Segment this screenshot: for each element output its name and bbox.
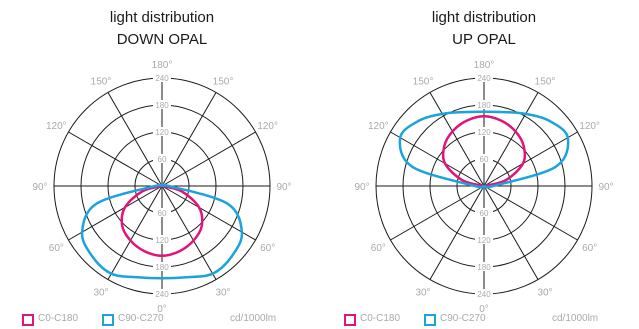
legend-swatch-c90-c270 <box>102 314 114 326</box>
polar-plot: 60 60 120 120 180 180 240 240 180° 150° 150° 120° 12… <box>354 60 613 315</box>
grid-spoke <box>161 131 256 187</box>
tick-label-bg <box>475 235 493 244</box>
angle-label: 150° <box>413 76 434 87</box>
radial-tick-label: 60 <box>158 155 167 164</box>
chart-legend: C0-C180 C90-C270 cd/1000lm <box>334 313 634 327</box>
chart-title: light distribution <box>431 9 537 26</box>
legend-unit: cd/1000lm <box>230 313 277 324</box>
tick-label-bg <box>153 73 171 82</box>
tick-label-bg <box>153 235 171 244</box>
polar-plot: 60 60 120 120 180 180 240 240 180° 150° 150° 120° 12… <box>32 60 291 315</box>
tick-label-bg <box>475 73 493 82</box>
radial-tick-label: 60 <box>158 209 167 218</box>
grid-spoke <box>390 185 485 241</box>
series-line-c0-c180 <box>441 115 527 188</box>
grid-spoke <box>161 185 256 241</box>
angle-label: 30° <box>537 288 552 299</box>
legend-label-c90-c270: C90-C270 <box>440 313 486 324</box>
grid-spoke <box>483 185 578 241</box>
angle-label: 90° <box>276 182 291 193</box>
radial-tick-label: 240 <box>155 290 169 299</box>
radial-tick-label: 240 <box>477 74 491 83</box>
angle-label: 0° <box>479 304 489 315</box>
grid-spoke <box>483 131 578 187</box>
grid-spoke <box>68 131 163 187</box>
radial-tick-label: 180 <box>155 101 169 110</box>
grid-spoke <box>68 185 163 241</box>
radial-tick-label: 120 <box>477 236 491 245</box>
legend-label-c0-c180: C0-C180 <box>38 313 79 324</box>
radial-tick-label: 120 <box>155 128 169 137</box>
angle-label: 90° <box>32 182 47 193</box>
legend-label-c0-c180: C0-C180 <box>360 313 401 324</box>
radial-tick-label: 60 <box>480 155 489 164</box>
chart-title: light distribution <box>109 9 215 26</box>
tick-label-bg <box>475 289 493 298</box>
grid-spoke <box>107 185 163 280</box>
tick-label-bg <box>475 262 493 271</box>
chart-subtitle: DOWN OPAL <box>116 31 208 48</box>
angle-label: 90° <box>598 182 613 193</box>
angle-label: 120° <box>257 121 278 132</box>
tick-label-bg <box>475 100 493 109</box>
angle-label: 180° <box>474 60 495 71</box>
radial-tick-label: 180 <box>477 263 491 272</box>
tick-label-bg <box>153 127 171 136</box>
tick-label-bg <box>475 208 493 217</box>
tick-label-bg <box>153 100 171 109</box>
radial-tick-label: 240 <box>155 74 169 83</box>
angle-label: 60° <box>49 243 64 254</box>
angle-label: 60° <box>582 243 597 254</box>
angle-label: 120° <box>46 121 67 132</box>
series-line-c90-c270 <box>80 183 244 280</box>
angle-label: 120° <box>579 121 600 132</box>
angle-label: 120° <box>368 121 389 132</box>
grid-spoke <box>161 92 217 187</box>
grid-spoke <box>483 185 539 280</box>
angle-label: 60° <box>260 243 275 254</box>
polar-chart-down-opal: light distribution DOWN OPAL 60 60 120 120 1… <box>12 0 312 329</box>
polar-chart-up-opal: light distribution UP OPAL 60 60 120 120 180… <box>334 0 634 329</box>
radial-tick-label: 240 <box>477 290 491 299</box>
legend-unit: cd/1000lm <box>552 313 599 324</box>
legend-label-c90-c270: C90-C270 <box>118 313 164 324</box>
chart-subtitle: UP OPAL <box>452 31 516 48</box>
radial-tick-label: 180 <box>477 101 491 110</box>
angle-label: 30° <box>415 288 430 299</box>
angle-label: 150° <box>91 76 112 87</box>
legend-swatch-c90-c270 <box>424 314 436 326</box>
series-line-c90-c270 <box>398 110 570 189</box>
angle-label: 30° <box>215 288 230 299</box>
angle-label: 90° <box>354 182 369 193</box>
radial-tick-label: 120 <box>155 236 169 245</box>
grid-spoke <box>390 131 485 187</box>
grid-spoke <box>429 92 485 187</box>
legend-swatch-c0-c180 <box>344 314 356 326</box>
radial-tick-label: 180 <box>155 263 169 272</box>
tick-label-bg <box>475 154 493 163</box>
grid-spoke <box>429 185 485 280</box>
angle-label: 150° <box>213 76 234 87</box>
tick-label-bg <box>475 127 493 136</box>
radial-tick-label: 120 <box>477 128 491 137</box>
tick-label-bg <box>153 289 171 298</box>
legend-swatch-c0-c180 <box>22 314 34 326</box>
angle-label: 0° <box>157 304 167 315</box>
angle-label: 180° <box>152 60 173 71</box>
angle-label: 30° <box>93 288 108 299</box>
chart-legend: C0-C180 C90-C270 cd/1000lm <box>12 313 312 327</box>
grid-spoke <box>161 185 217 280</box>
radial-tick-label: 60 <box>480 209 489 218</box>
angle-label: 150° <box>535 76 556 87</box>
tick-label-bg <box>153 262 171 271</box>
tick-label-bg <box>153 154 171 163</box>
angle-label: 60° <box>371 243 386 254</box>
tick-label-bg <box>153 208 171 217</box>
grid-spoke <box>483 92 539 187</box>
grid-spoke <box>107 92 163 187</box>
